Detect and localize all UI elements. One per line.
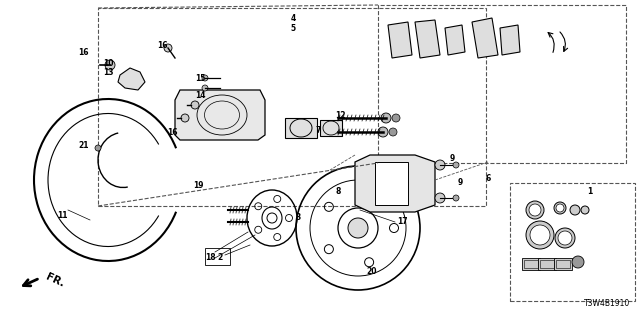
Circle shape bbox=[202, 75, 208, 81]
Text: 11: 11 bbox=[57, 211, 67, 220]
Polygon shape bbox=[445, 25, 465, 55]
Polygon shape bbox=[472, 18, 498, 58]
Text: 10: 10 bbox=[103, 59, 113, 68]
Circle shape bbox=[435, 193, 445, 203]
Circle shape bbox=[164, 44, 172, 52]
Circle shape bbox=[554, 202, 566, 214]
Circle shape bbox=[558, 231, 572, 245]
Circle shape bbox=[95, 145, 101, 151]
Circle shape bbox=[378, 127, 388, 137]
Circle shape bbox=[556, 204, 564, 212]
Circle shape bbox=[526, 221, 554, 249]
Text: 5: 5 bbox=[291, 23, 296, 33]
Text: 18: 18 bbox=[205, 253, 215, 262]
Text: 6: 6 bbox=[485, 173, 491, 182]
Circle shape bbox=[453, 162, 459, 168]
Text: 7: 7 bbox=[316, 125, 321, 134]
Text: 3: 3 bbox=[296, 213, 301, 222]
Circle shape bbox=[526, 201, 544, 219]
Text: 15: 15 bbox=[195, 74, 205, 83]
Circle shape bbox=[453, 195, 459, 201]
Text: 21: 21 bbox=[79, 140, 89, 149]
Circle shape bbox=[435, 160, 445, 170]
Circle shape bbox=[581, 206, 589, 214]
Polygon shape bbox=[175, 90, 265, 140]
Text: 19: 19 bbox=[193, 180, 204, 189]
Bar bbox=[538, 258, 556, 270]
Circle shape bbox=[555, 228, 575, 248]
Circle shape bbox=[529, 204, 541, 216]
Bar bbox=[554, 258, 572, 270]
Bar bbox=[378, 5, 626, 163]
Text: 12: 12 bbox=[335, 110, 345, 119]
Text: FR.: FR. bbox=[44, 271, 66, 289]
Text: 1: 1 bbox=[588, 188, 593, 196]
Bar bbox=[540, 260, 554, 268]
Circle shape bbox=[530, 225, 550, 245]
Text: 16: 16 bbox=[167, 127, 177, 137]
Polygon shape bbox=[355, 155, 435, 212]
Circle shape bbox=[572, 256, 584, 268]
Bar bbox=[320, 120, 342, 136]
Circle shape bbox=[381, 113, 391, 123]
Polygon shape bbox=[500, 25, 520, 55]
Circle shape bbox=[389, 128, 397, 136]
Bar bbox=[510, 183, 635, 301]
Text: 9: 9 bbox=[449, 154, 454, 163]
Circle shape bbox=[181, 114, 189, 122]
Text: 9: 9 bbox=[458, 178, 463, 187]
Circle shape bbox=[105, 60, 115, 70]
Text: 17: 17 bbox=[397, 218, 407, 227]
Circle shape bbox=[202, 85, 208, 91]
Polygon shape bbox=[375, 162, 408, 205]
Circle shape bbox=[392, 114, 400, 122]
Text: T3W4B1910: T3W4B1910 bbox=[584, 299, 630, 308]
Bar bbox=[285, 118, 317, 138]
Text: 20: 20 bbox=[367, 268, 377, 276]
Bar bbox=[98, 8, 486, 206]
Text: 2: 2 bbox=[218, 253, 223, 262]
Text: 14: 14 bbox=[195, 91, 205, 100]
Polygon shape bbox=[118, 68, 145, 90]
Polygon shape bbox=[415, 20, 440, 58]
Bar bbox=[524, 260, 538, 268]
Circle shape bbox=[570, 205, 580, 215]
Text: 16: 16 bbox=[157, 41, 167, 50]
Text: 13: 13 bbox=[103, 68, 113, 76]
Bar bbox=[556, 260, 570, 268]
Text: 4: 4 bbox=[291, 13, 296, 22]
Bar bbox=[522, 258, 540, 270]
Circle shape bbox=[191, 101, 199, 109]
Circle shape bbox=[267, 213, 277, 223]
Circle shape bbox=[348, 218, 368, 238]
Text: 16: 16 bbox=[77, 47, 88, 57]
Polygon shape bbox=[388, 22, 412, 58]
Text: 8: 8 bbox=[335, 188, 340, 196]
